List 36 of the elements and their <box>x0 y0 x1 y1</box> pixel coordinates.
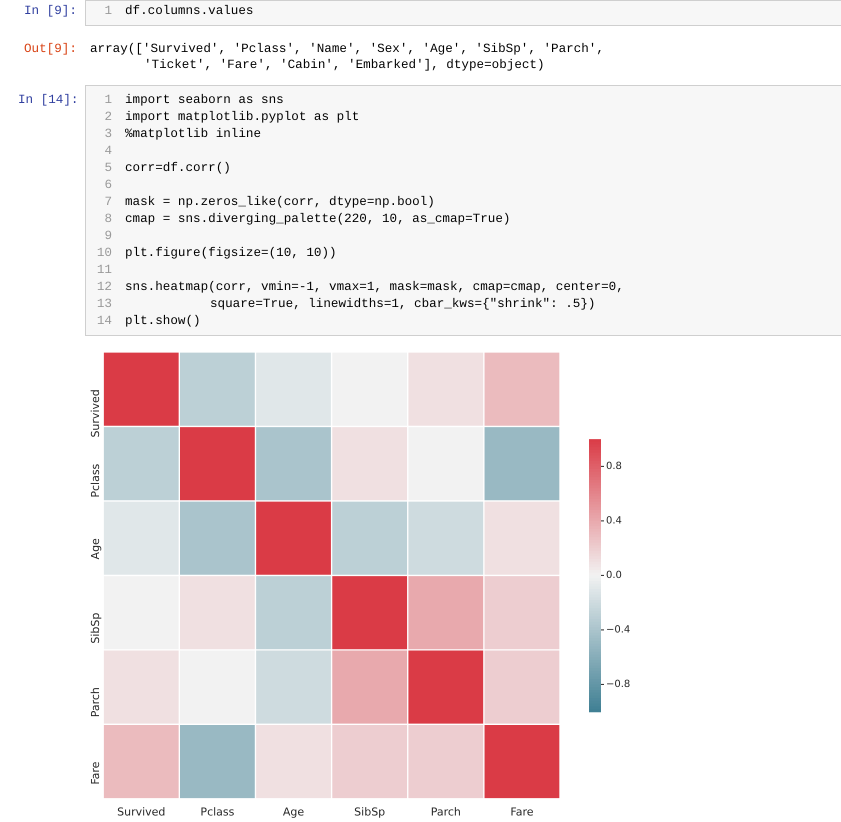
y-tick-label: Pclass <box>89 463 102 498</box>
text: 1 <box>104 93 112 107</box>
color-bar-label: −0.4 <box>606 624 630 636</box>
text: square=True, linewidths=1, cbar_kws={"shrink": .5}) <box>210 296 596 312</box>
text: mask = np.zeros_like(corr, dtype=np.bool) <box>125 194 435 210</box>
color-bar-label: 0.8 <box>606 460 622 472</box>
text: corr=df.corr() <box>125 160 231 176</box>
text: import seaborn as sns <box>125 92 284 108</box>
text: import matplotlib.pyplot as plt <box>125 109 360 125</box>
y-tick-label: Fare <box>89 761 102 785</box>
text: In [14]: <box>18 92 78 108</box>
x-tick-label: Survived <box>117 805 166 818</box>
text: Out[9]: <box>24 41 77 57</box>
color-bar-label: 0.0 <box>606 570 622 581</box>
text: array(['Survived', 'Pclass', 'Name', 'Sex', 'Age', 'SibSp', 'Parch', <box>90 41 604 57</box>
color-bar-label: 0.4 <box>606 515 622 526</box>
text: plt.show() <box>125 313 201 329</box>
x-tick-label: Pclass <box>200 805 235 818</box>
text: 'Ticket', 'Fare', 'Cabin', 'Embarked'], dtype=object) <box>144 57 545 73</box>
text: %matplotlib inline <box>125 126 262 142</box>
text: 1 <box>104 4 112 18</box>
x-tick-label: Age <box>282 805 304 818</box>
x-tick-label: SibSp <box>354 805 386 818</box>
x-tick-label: Fare <box>510 805 534 818</box>
text: plt.figure(figsize=(10, 10)) <box>125 245 337 261</box>
text: cmap = sns.diverging_palette(220, 10, as_cmap=True) <box>125 211 510 227</box>
text: 2 3 4 5 6 7 8 9 10 11 12 13 14 <box>96 110 112 328</box>
text: sns.heatmap(corr, vmin=-1, vmax=1, mask=mask, cmap=cmap, center=0, <box>125 279 624 295</box>
y-tick-label: SibSp <box>89 612 102 644</box>
x-tick-label: Parch <box>430 805 461 818</box>
y-tick-label: Age <box>89 538 102 560</box>
y-tick-label: Survived <box>89 389 102 438</box>
text: df.columns.values <box>125 3 254 19</box>
color-bar-label: −0.8 <box>606 679 630 690</box>
text: In [9]: <box>24 3 77 19</box>
y-tick-label: Parch <box>89 687 102 718</box>
